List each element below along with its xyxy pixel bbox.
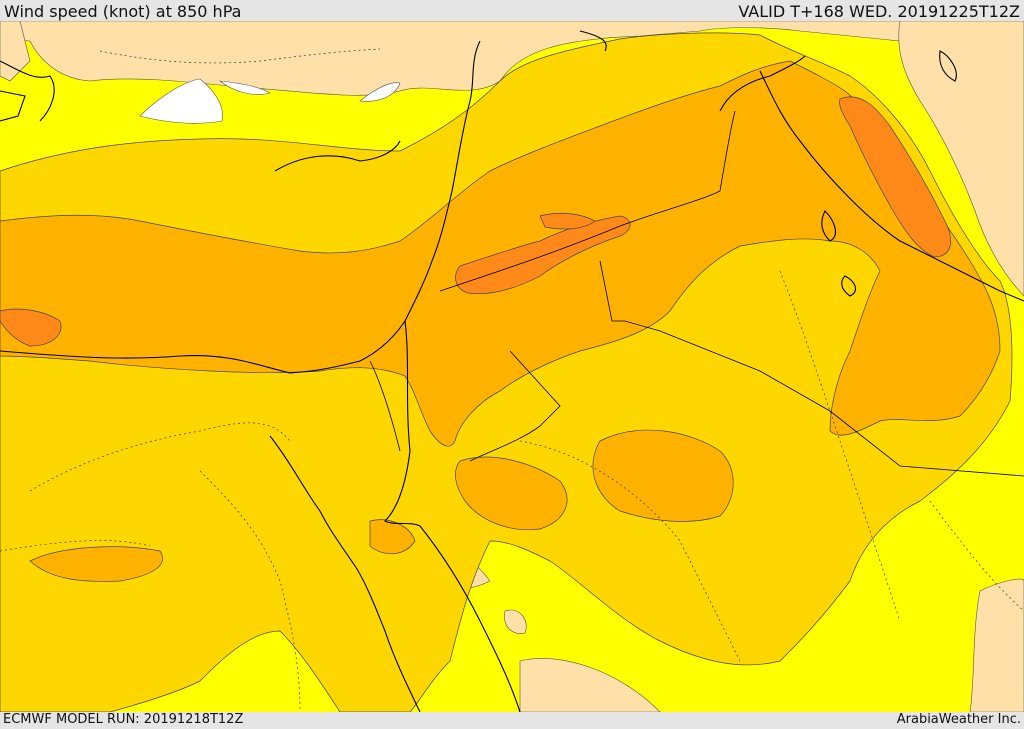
model-run-label: ECMWF MODEL RUN: 20191218T12Z <box>3 712 244 727</box>
header-bar: Wind speed (knot) at 850 hPa VALID T+168… <box>0 0 1024 21</box>
valid-time-label: VALID T+168 WED. 20191225T12Z <box>738 2 1020 21</box>
footer-bar: ECMWF MODEL RUN: 20191218T12Z ArabiaWeat… <box>0 712 1024 729</box>
province-layer <box>0 48 1024 712</box>
wind-band-very-high <box>0 96 952 347</box>
border-layer <box>369 110 1024 477</box>
wind-speed-map <box>0 21 1024 712</box>
coastline-layer <box>0 30 1024 712</box>
credit-label: ArabiaWeather Inc. <box>896 712 1021 727</box>
map-title: Wind speed (knot) at 850 hPa <box>4 2 242 21</box>
